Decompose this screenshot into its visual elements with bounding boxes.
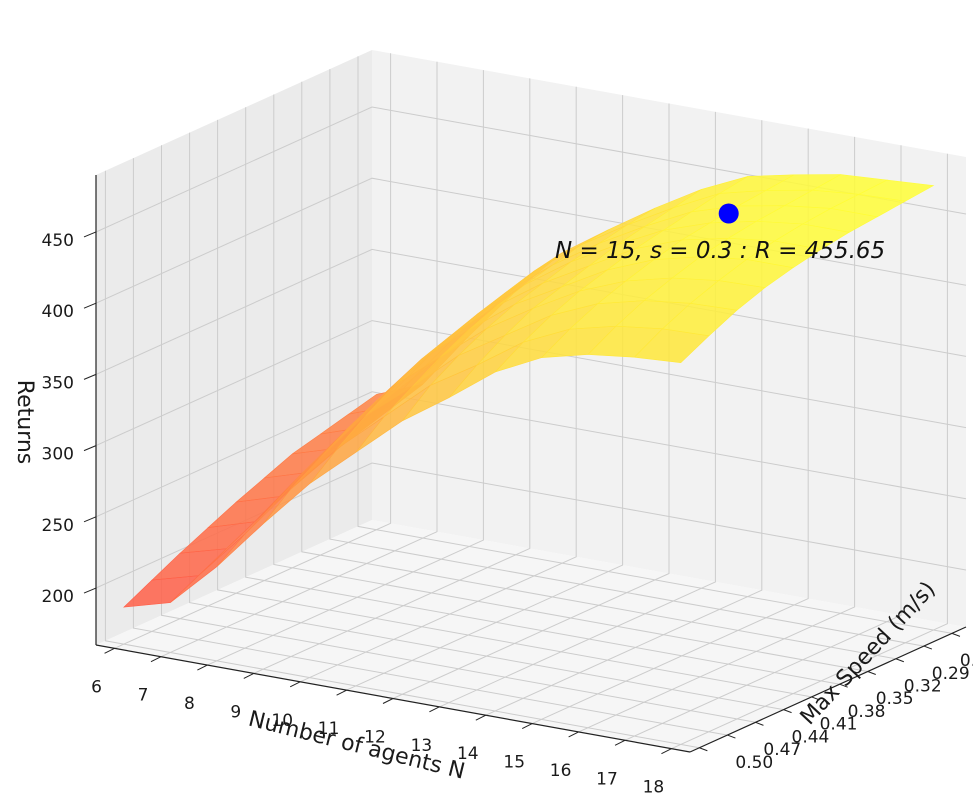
gridline-y xyxy=(217,119,812,698)
gridline-y xyxy=(329,69,924,647)
y-tick-label: 0.50 xyxy=(735,753,773,773)
x-tick-mark xyxy=(243,672,255,679)
surface xyxy=(123,174,935,608)
x-tick-label: 8 xyxy=(184,694,195,714)
y-tick-label: 0.47 xyxy=(763,740,801,760)
y-tick-mark xyxy=(951,632,961,637)
y-tick-mark xyxy=(727,734,736,739)
y-tick-label: 0.26 xyxy=(960,651,973,671)
x-tick-label: 11 xyxy=(318,719,340,739)
gridline-y xyxy=(132,158,728,736)
x-tick-label: 16 xyxy=(550,761,572,781)
surface-patch xyxy=(633,328,710,364)
x-tick-label: 12 xyxy=(364,728,386,748)
gridline-y xyxy=(189,132,784,711)
y-tick-mark xyxy=(811,696,820,701)
gridline-x xyxy=(578,136,856,733)
x-tick-label: 14 xyxy=(457,744,479,764)
x-tick-mark xyxy=(475,714,487,721)
gridline-x xyxy=(114,53,392,649)
gridline-x xyxy=(207,70,484,666)
y-tick-label: 0.44 xyxy=(792,727,830,747)
x-tick-mark xyxy=(289,681,301,688)
gridline-x xyxy=(160,61,438,658)
x-tick-label: 10 xyxy=(271,711,293,731)
z-tick-label: 350 xyxy=(42,373,74,393)
y-axis-line xyxy=(689,626,967,753)
gridline-z xyxy=(95,320,967,447)
left-pane xyxy=(96,50,372,645)
x-tick-mark xyxy=(382,698,394,704)
z-tick-label: 400 xyxy=(42,302,74,322)
gridline-y xyxy=(273,94,868,672)
y-tick-label: 0.41 xyxy=(820,715,858,735)
x-tick-label: 17 xyxy=(596,769,618,789)
y-tick-label: 0.32 xyxy=(904,677,942,697)
y-tick-label: 0.35 xyxy=(876,689,914,709)
gridline-y xyxy=(301,81,896,660)
x-tick-mark xyxy=(429,706,440,713)
z-tick-label: 300 xyxy=(42,445,74,465)
x-tick-mark xyxy=(336,689,347,696)
gridline-x xyxy=(671,153,948,750)
x-tick-label: 13 xyxy=(411,736,433,756)
x-tick-mark xyxy=(197,664,208,671)
gridline-z xyxy=(95,248,967,375)
y-tick-mark xyxy=(699,747,708,752)
y-tick-mark xyxy=(839,683,848,688)
x-tick-label: 7 xyxy=(138,686,149,706)
gridline-x xyxy=(253,78,531,674)
highlight-marker xyxy=(718,203,739,224)
gridline-y xyxy=(161,145,756,723)
x-tick-mark xyxy=(568,731,579,738)
gridline-y xyxy=(245,107,840,685)
tick-labels: 67891011121314151617180.230.260.290.320.… xyxy=(42,231,973,798)
y-tick-mark xyxy=(755,721,764,726)
x-tick-label: 18 xyxy=(643,778,665,798)
z-tick-mark xyxy=(83,373,97,380)
gridline-x xyxy=(624,145,902,741)
z-tick-label: 200 xyxy=(42,587,74,607)
gridline-x xyxy=(299,86,577,683)
x-tick-label: 15 xyxy=(503,753,525,773)
x-tick-label: 9 xyxy=(230,702,241,722)
z-tick-mark xyxy=(83,516,97,523)
y-tick-mark xyxy=(895,658,905,663)
x-tick-label: 6 xyxy=(91,677,102,697)
y-tick-label: 0.38 xyxy=(848,702,886,722)
gridline-y xyxy=(104,170,700,749)
z-tick-mark xyxy=(83,445,97,452)
z-axis-label: Returns xyxy=(12,380,37,464)
z-tick-mark xyxy=(83,231,97,238)
x-tick-mark xyxy=(150,656,162,663)
highlight-annotation: N = 15, s = 0.3 : R = 455.65 xyxy=(555,238,885,264)
y-tick-mark xyxy=(783,709,792,714)
y-tick-mark xyxy=(923,645,933,650)
x-tick-mark xyxy=(104,647,115,654)
z-tick-mark xyxy=(83,587,97,594)
x-axis-label: Number of agents N xyxy=(246,707,467,785)
z-tick-label: 250 xyxy=(42,516,74,536)
gridline-z xyxy=(95,391,967,518)
y-tick-mark xyxy=(867,671,876,675)
gridline-y xyxy=(357,56,953,634)
z-tick-mark xyxy=(83,302,97,309)
x-tick-mark xyxy=(521,723,533,730)
y-tick-label: 0.29 xyxy=(932,664,970,684)
z-tick-label: 450 xyxy=(42,231,74,251)
gridline-x xyxy=(531,128,809,725)
x-tick-mark xyxy=(661,748,672,755)
x-tick-mark xyxy=(614,739,626,746)
